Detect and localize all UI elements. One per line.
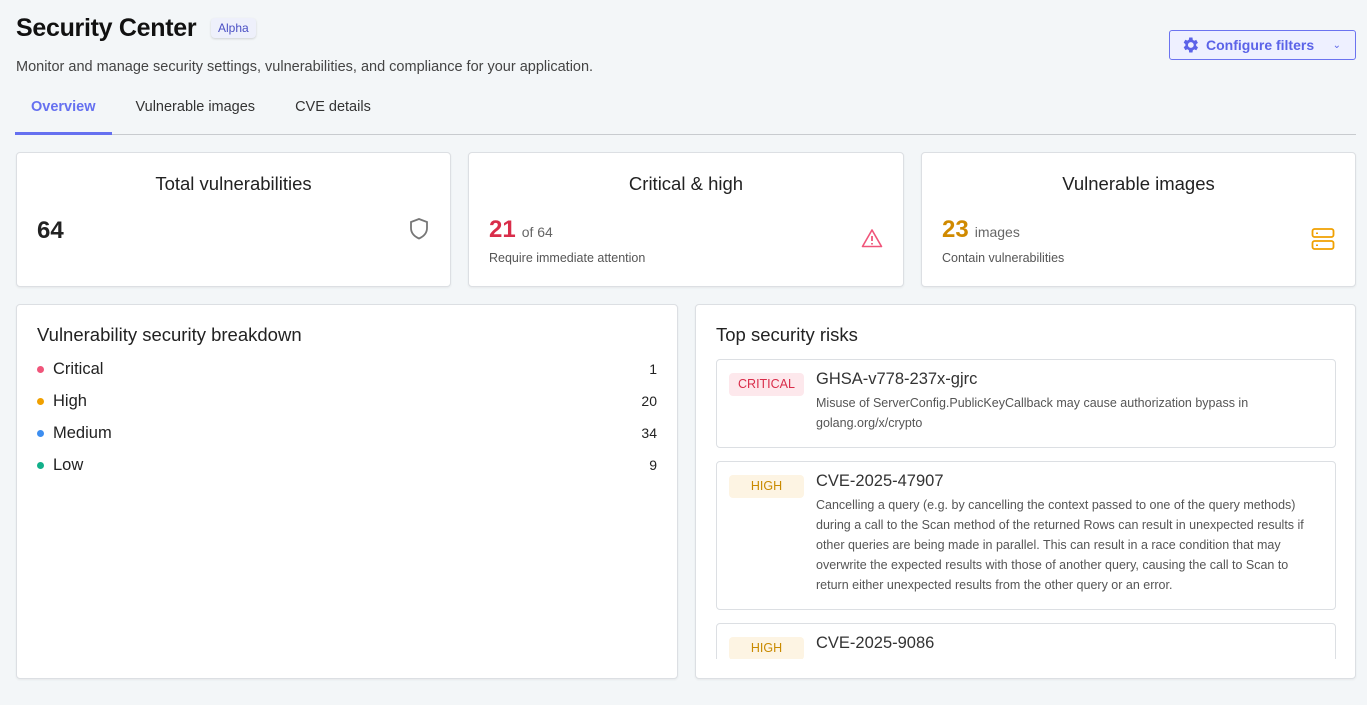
risk-description: Cancelling a query (e.g. by cancelling t…	[816, 498, 1304, 592]
risk-item[interactable]: HIGH CVE-2025-47907 Cancelling a query (e…	[716, 461, 1336, 610]
low-dot	[37, 461, 44, 469]
vulnerable-images-value: 23	[942, 216, 969, 243]
medium-dot	[37, 429, 44, 437]
risk-item[interactable]: CRITICAL GHSA-v778-237x-gjrc Misuse of Se…	[716, 359, 1336, 448]
severity-label: Critical	[53, 359, 104, 378]
card-note: Contain vulnerabilities	[942, 251, 1065, 265]
critical-high-value: 21	[489, 216, 516, 243]
high-dot	[37, 397, 44, 405]
risk-id: CVE-2025-47907	[816, 472, 944, 490]
total-vulnerabilities-card: Total vulnerabilities 64	[16, 152, 451, 287]
severity-badge-high: HIGH	[729, 475, 804, 498]
top-risks-title: Top security risks	[716, 324, 858, 345]
of-total: of 64	[521, 224, 553, 240]
risk-item[interactable]: HIGH CVE-2025-9086	[716, 623, 1336, 659]
card-title: Critical & high	[628, 173, 744, 194]
page-title: Security Center	[16, 14, 197, 42]
critical-high-card: Critical & high 21 of 64 Require immediat…	[468, 152, 904, 287]
tab-overview[interactable]: Overview	[15, 90, 112, 135]
tab-vulnerable-images[interactable]: Vulnerable images	[135, 99, 256, 115]
severity-count: 9	[649, 457, 657, 473]
critical-dot	[37, 365, 44, 373]
top-risks-card: Top security risks CRITICAL GHSA-v778-23…	[695, 304, 1356, 679]
server-icon	[1311, 228, 1335, 250]
risk-id: GHSA-v778-237x-gjrc	[816, 370, 978, 388]
total-value: 64	[37, 217, 64, 244]
warning-icon	[861, 229, 883, 248]
vulnerable-images-card: Vulnerable images 23 images Contain vulne…	[921, 152, 1356, 287]
configure-filters-label: Configure filters	[1206, 37, 1315, 53]
severity-count: 1	[649, 361, 657, 377]
severity-count: 20	[641, 393, 657, 409]
risk-id: CVE-2025-9086	[816, 634, 935, 652]
card-note: Require immediate attention	[489, 251, 646, 265]
breakdown-card: Vulnerability security breakdown Critica…	[16, 304, 678, 679]
risk-description: Misuse of ServerConfig.PublicKeyCallback…	[816, 396, 1249, 430]
card-title: Total vulnerabilities	[155, 173, 312, 194]
severity-count: 34	[641, 425, 657, 441]
gear-icon	[1183, 37, 1198, 53]
card-title: Vulnerable images	[1062, 173, 1215, 194]
breakdown-row-low: Low 9	[37, 453, 657, 477]
severity-label: High	[53, 391, 87, 410]
configure-filters-button[interactable]: Configure filters ⌄	[1169, 30, 1356, 60]
severity-badge-critical: CRITICAL	[729, 373, 804, 396]
tab-bar: Overview Vulnerable images CVE details	[15, 90, 1356, 135]
severity-label: Low	[53, 455, 84, 474]
tab-cve-details[interactable]: CVE details	[295, 99, 371, 115]
page-subtitle: Monitor and manage security settings, vu…	[16, 59, 594, 75]
breakdown-row-high: High 20	[37, 389, 657, 413]
risk-list[interactable]: CRITICAL GHSA-v778-237x-gjrc Misuse of Se…	[716, 359, 1336, 659]
severity-label: Medium	[53, 423, 112, 442]
chevron-down-icon: ⌄	[1332, 39, 1341, 51]
shield-icon	[410, 218, 428, 240]
breakdown-row-medium: Medium 34	[37, 421, 657, 445]
images-unit: images	[974, 224, 1020, 240]
breakdown-row-critical: Critical 1	[37, 357, 657, 381]
breakdown-title: Vulnerability security breakdown	[37, 324, 302, 345]
severity-badge-high: HIGH	[729, 637, 804, 659]
alpha-badge: Alpha	[211, 18, 256, 38]
